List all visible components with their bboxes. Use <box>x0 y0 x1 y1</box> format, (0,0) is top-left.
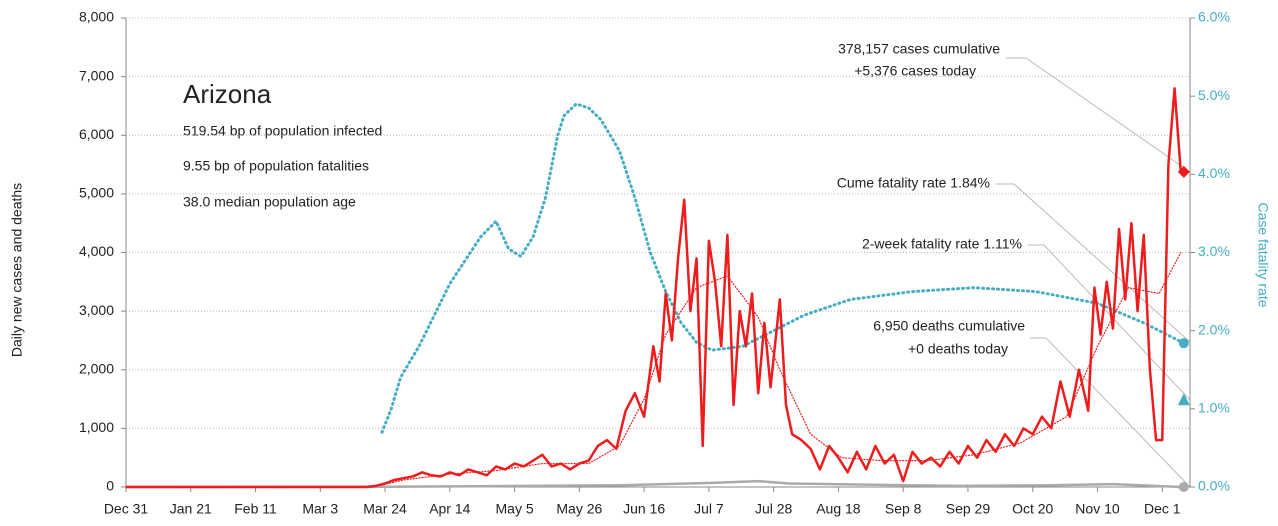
y-tick-label: 3,000 <box>79 302 114 318</box>
x-tick-label: Nov 10 <box>1075 501 1120 517</box>
series-line <box>125 479 1181 489</box>
y-axis-label: Daily new cases and deaths <box>9 183 25 357</box>
y2-axis-label: Case fatality rate <box>1255 202 1271 307</box>
end-marker <box>1178 482 1189 492</box>
x-tick-label: Sep 29 <box>946 501 991 517</box>
y-tick-label: 8,000 <box>79 9 114 25</box>
y2-tick-label: 6.0% <box>1198 9 1230 25</box>
leader-line <box>1028 244 1191 401</box>
y-tick-label: 2,000 <box>79 360 114 376</box>
subtitle: 519.54 bp of population infected <box>183 123 382 139</box>
x-tick-label: Jul 7 <box>694 501 724 517</box>
series-line <box>126 87 1182 489</box>
y-tick-label: 5,000 <box>79 185 114 201</box>
series-line <box>125 251 1182 488</box>
y2-tick-label: 5.0% <box>1198 87 1230 103</box>
x-tick-label: Apr 14 <box>429 501 470 517</box>
annotation: Cume fatality rate 1.84% <box>837 175 990 191</box>
x-tick-label: Aug 18 <box>816 501 861 517</box>
end-marker <box>1177 393 1190 406</box>
x-tick-label: Jul 28 <box>755 501 793 517</box>
chart-title: Arizona <box>183 79 272 109</box>
y2-tick-label: 3.0% <box>1198 243 1230 259</box>
y2-tick-label: 2.0% <box>1198 321 1230 337</box>
end-marker <box>1178 338 1189 349</box>
x-tick-label: Sep 8 <box>885 501 922 517</box>
y-tick-label: 4,000 <box>79 243 114 259</box>
y-tick-label: 1,000 <box>79 419 114 435</box>
annotation: +0 deaths today <box>908 341 1008 357</box>
annotations: 378,157 cases cumulative +5,376 cases to… <box>837 41 1191 488</box>
x-tick-label: Mar 24 <box>363 501 407 517</box>
subtitle: 38.0 median population age <box>183 194 356 210</box>
series-line <box>380 102 1186 434</box>
x-tick-label: Oct 20 <box>1012 501 1053 517</box>
annotation: 2-week fatality rate 1.11% <box>862 236 1022 252</box>
x-tick-label: May 5 <box>496 501 534 517</box>
x-tick-label: Dec 1 <box>1144 501 1181 517</box>
y-tick-label: 7,000 <box>79 67 114 83</box>
x-tick-label: May 26 <box>556 501 602 517</box>
leader-line <box>1006 57 1191 173</box>
x-tick-label: Mar 3 <box>302 501 338 517</box>
x-tick-label: Jun 16 <box>623 501 665 517</box>
y2-tick-label: 1.0% <box>1198 400 1230 416</box>
y2-tick-label: 4.0% <box>1198 165 1230 181</box>
y-tick-label: 0 <box>106 478 114 494</box>
subtitle: 9.55 bp of population fatalities <box>183 158 369 174</box>
x-tick-label: Dec 31 <box>104 501 149 517</box>
y2-tick-label: 0.0% <box>1198 478 1230 494</box>
annotation: 6,950 deaths cumulative <box>873 318 1025 334</box>
leader-line <box>996 183 1191 343</box>
annotation: +5,376 cases today <box>854 63 976 79</box>
leader-line <box>1030 337 1191 488</box>
x-tick-label: Jan 21 <box>170 501 212 517</box>
end-marker <box>1177 165 1190 178</box>
annotation: 378,157 cases cumulative <box>838 41 1000 57</box>
x-tick-label: Feb 11 <box>234 501 277 517</box>
y-tick-label: 6,000 <box>79 126 114 142</box>
